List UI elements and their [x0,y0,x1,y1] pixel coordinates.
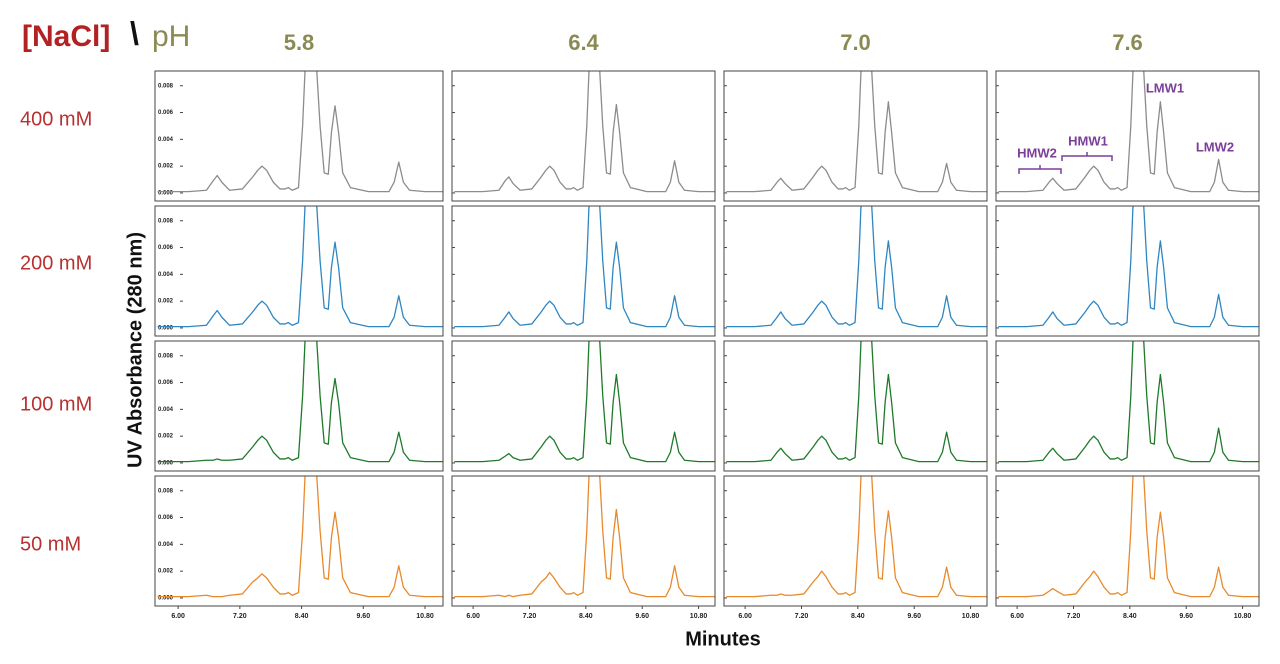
panel-frame [995,475,1260,607]
annotation: LMW2 [1196,139,1234,154]
chromatogram-line [998,341,1259,463]
chromatogram-line [454,206,715,328]
bracket [1061,152,1113,161]
chromatogram-line [726,341,987,463]
y-tick-label: 0.006 [158,380,174,386]
panel-frame [451,340,716,472]
chromatogram-line [726,71,987,193]
panel-frame [154,475,444,607]
x-tick-label: 6.00 [1010,613,1024,620]
panel-frame [723,475,988,607]
chromatogram-line [726,476,987,598]
panel-frame [723,70,988,202]
x-tick-label: 9.60 [907,613,921,620]
row-label: 200 mM [20,252,92,274]
panel-frame [995,340,1260,472]
x-tick-label: 10.80 [416,613,434,620]
panel-frame [723,205,988,337]
row-label: 400 mM [20,108,92,130]
panel-frame [723,340,988,472]
column-label: 6.4 [568,30,599,55]
x-tick-label: 8.40 [579,613,593,620]
y-tick-label: 0.006 [158,245,174,251]
row-label: 100 mM [20,393,92,415]
annotation: HMW1 [1068,133,1108,148]
y-tick-label: 0.006 [158,110,174,116]
title-ph: pH [152,20,190,53]
chromatogram-line [157,341,443,463]
column-label: 7.6 [1112,30,1143,55]
y-tick-label: 0.002 [158,164,174,170]
y-tick-label: 0.004 [158,542,174,548]
panel-frame [451,70,716,202]
panel-frame [154,205,444,337]
y-tick-label: 0.004 [158,407,174,413]
y-tick-label: 0.008 [158,488,174,494]
x-tick-label: 6.00 [171,613,185,620]
y-tick-label: 0.008 [158,353,174,359]
x-tick-label: 10.80 [1234,613,1252,620]
panel-frame [451,205,716,337]
y-tick-label: 0.002 [158,299,174,305]
y-tick-label: 0.006 [158,515,174,521]
x-tick-label: 10.80 [690,613,708,620]
panel-frame [995,70,1260,202]
panel-frame [451,475,716,607]
y-axis-label: UV Absorbance (280 nm) [124,232,146,468]
x-tick-label: 6.00 [738,613,752,620]
annotation: HMW2 [1017,145,1057,160]
x-tick-label: 8.40 [851,613,865,620]
y-tick-label: 0.000 [158,326,174,332]
x-tick-label: 8.40 [295,613,309,620]
chromatogram-line [454,341,715,463]
x-tick-label: 7.20 [233,613,247,620]
x-tick-label: 10.80 [962,613,980,620]
chromatogram-line [726,206,987,328]
title-separator: \ [130,15,139,51]
chromatogram-line [157,71,443,193]
column-label: 7.0 [840,30,871,55]
x-tick-label: 9.60 [1179,613,1193,620]
y-tick-label: 0.002 [158,569,174,575]
chromatogram-line [157,476,443,598]
y-tick-label: 0.000 [158,596,174,602]
chromatogram-line [454,71,715,193]
y-tick-label: 0.004 [158,272,174,278]
bracket [1018,165,1062,174]
y-tick-label: 0.004 [158,137,174,143]
x-tick-label: 7.20 [523,613,537,620]
y-tick-label: 0.008 [158,83,174,89]
chromatogram-line [998,71,1259,193]
chromatogram-line [454,476,715,598]
annotations: HMW2 HMW1 LMW1 LMW2 [1017,80,1234,174]
y-tick-label: 0.000 [158,461,174,467]
column-label: 5.8 [284,30,315,55]
x-tick-label: 7.20 [1067,613,1081,620]
panel-frame [154,340,444,472]
x-tick-label: 6.00 [466,613,480,620]
x-axis-label: Minutes [685,628,761,650]
annotation: LMW1 [1146,80,1184,95]
x-tick-label: 7.20 [795,613,809,620]
y-tick-label: 0.008 [158,218,174,224]
chromatogram-line [157,206,443,328]
x-tick-label: 9.60 [635,613,649,620]
chromatogram-line [998,206,1259,328]
title-nacl: [NaCl] [22,20,110,53]
panel-frame [995,205,1260,337]
panel-frame [154,70,444,202]
x-tick-label: 9.60 [356,613,370,620]
y-tick-label: 0.000 [158,191,174,197]
row-label: 50 mM [20,533,81,555]
chromatogram-line [998,476,1259,598]
x-tick-label: 8.40 [1123,613,1137,620]
y-tick-label: 0.002 [158,434,174,440]
